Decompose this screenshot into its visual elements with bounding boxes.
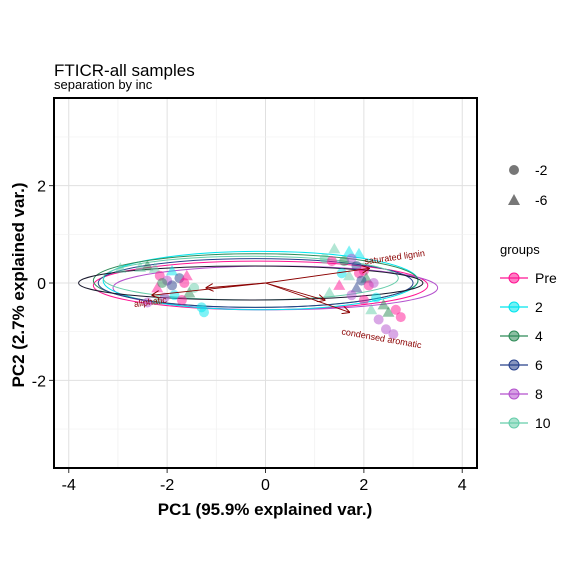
point-Pre [151,281,164,293]
point-10 [148,262,161,273]
point-Pre [179,278,190,288]
y-tick-label: -2 [32,373,46,390]
point-8 [373,314,384,325]
point-8 [142,297,153,308]
point-8 [388,329,399,340]
ellipse-4 [78,265,424,301]
point-10 [151,294,164,305]
point-8 [368,278,379,288]
point-4 [382,306,395,317]
legend-circle-icon [509,165,519,175]
point-Pre [176,295,187,306]
point-4 [377,298,390,310]
loading-arrow [265,282,325,300]
point-8 [346,253,357,264]
point-8 [381,324,392,335]
chart-subtitle: separation by inc [54,77,153,92]
color-legend-label: Pre [535,270,557,286]
legend-key-2 [508,301,520,313]
point-2 [352,247,365,259]
legend-key-Pre [508,272,520,284]
x-axis-label: PC1 (95.9% explained var.) [158,500,373,519]
shape-legend: -2 -6 [508,162,548,208]
point-8 [346,290,357,301]
point-6 [167,280,178,291]
loading-arrow [206,282,266,288]
y-tick-label: 2 [37,179,46,196]
chart-title: FTICR-all samples [54,61,195,80]
color-legend-label: 6 [535,357,543,373]
point-2 [371,292,382,303]
point-Pre [180,269,193,281]
legend-key-6 [508,359,520,371]
y-axis-ticks: -2 0 2 [32,179,53,390]
x-axis-ticks: -4 -2 0 2 4 [62,469,467,494]
point-4 [157,278,168,288]
y-axis-label: PC2 (2.7% explained var.) [9,182,28,387]
y-tick-label: 0 [37,276,46,293]
point-6 [356,275,367,286]
color-legend-label: 8 [535,386,543,402]
point-Pre [390,304,401,315]
color-legend-title: groups [500,242,540,257]
point-10 [114,262,127,273]
x-tick-label: -4 [62,477,76,494]
loading-arrow [265,282,350,312]
point-2 [343,245,356,256]
point-10 [343,269,356,281]
point-6 [350,281,363,293]
x-tick-label: 4 [458,477,467,494]
point-Pre [333,279,346,290]
point-Pre [358,295,369,306]
point-Pre [326,256,337,267]
color-legend-label: 10 [535,415,551,431]
x-tick-label: 0 [261,477,270,494]
point-10 [328,242,341,254]
x-tick-label: 2 [359,477,368,494]
loading-label: aliphatic [133,295,168,310]
x-tick-label: -2 [160,477,174,494]
color-legend-label: 4 [535,328,543,344]
group-ellipses [78,250,439,311]
point-4 [141,259,154,271]
point-4 [183,286,196,298]
legend-key-10 [508,417,520,429]
point-Pre [395,312,406,323]
color-legend-label: 2 [535,299,543,315]
point-8 [159,292,170,303]
plot-border [53,97,478,469]
ellipse-6 [97,258,414,308]
legend-key-8 [508,388,520,400]
point-2 [166,264,179,276]
point-2 [199,307,210,318]
legend-key-4 [508,330,520,342]
shape-legend-label: -6 [535,192,548,208]
shape-legend-label: -2 [535,162,548,178]
point-10 [365,303,378,315]
legend-triangle-icon [508,194,520,205]
color-legend: groups Pre 2 4 6 8 10 [500,242,557,431]
point-2 [336,268,347,279]
loading-arrow [265,268,369,284]
